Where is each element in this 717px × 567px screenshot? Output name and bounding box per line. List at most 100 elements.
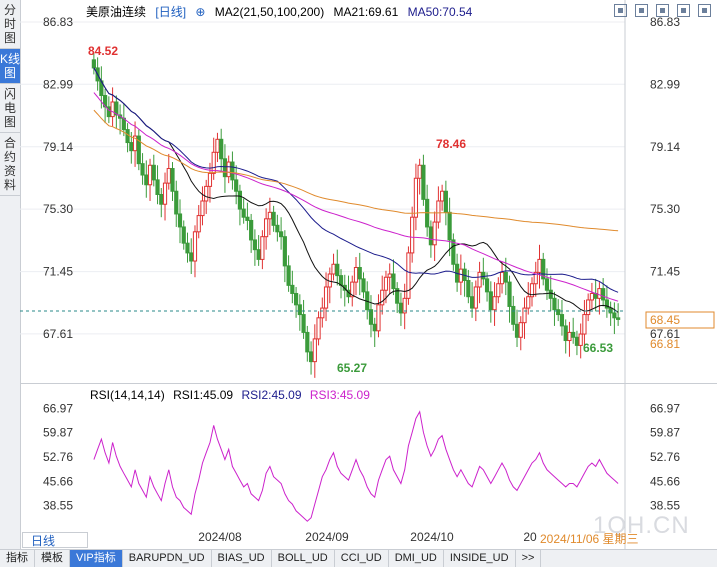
panel-divider (20, 383, 717, 384)
candle-body (473, 286, 478, 309)
candle-body (402, 297, 407, 314)
rsi1-value: RSI1:45.09 (173, 388, 234, 402)
candle-body (357, 267, 362, 280)
chart-area[interactable]: 86.83 86.83 82.99 82.99 79.14 79.14 75.30 75.30… (20, 0, 717, 549)
candle-body (170, 168, 175, 192)
candle-body (552, 297, 557, 311)
watermark: 1QH.CN (593, 512, 690, 539)
candle-body (297, 304, 302, 316)
candle-body (267, 211, 272, 220)
candle-body (316, 317, 321, 340)
right-price-tick: 82.99 (650, 77, 680, 91)
candle-body (132, 135, 138, 152)
indicator-tab-1[interactable]: 模板 (35, 550, 70, 567)
indicator-tab-7[interactable]: DMI_UD (389, 550, 444, 567)
candle-body (410, 216, 415, 254)
layout-icon[interactable] (677, 4, 690, 17)
candle-body (522, 307, 527, 324)
candle-body (383, 276, 389, 291)
candle-body (526, 296, 531, 309)
candle-body (507, 281, 512, 307)
candle-body (252, 239, 257, 251)
indicator-tab-8[interactable]: INSIDE_UD (444, 550, 516, 567)
candle-body (541, 258, 546, 280)
candle-body (166, 168, 171, 184)
low-marker: 65.27 (337, 361, 367, 375)
left-price-tick: 79.14 (43, 140, 73, 154)
candle-body (279, 231, 284, 238)
tab-contract-info[interactable]: 合约资料 (0, 133, 20, 196)
candle-body (395, 288, 400, 304)
indicator-tab-6[interactable]: CCI_UD (335, 550, 389, 567)
indicator-tab-5[interactable]: BOLL_UD (272, 550, 335, 567)
candle-body (331, 263, 336, 275)
candle-body (305, 331, 310, 353)
candle-body (91, 59, 96, 69)
zoom-in-icon[interactable] (614, 4, 627, 17)
tab-intraday[interactable]: 分时图 (0, 0, 20, 49)
right-price-tick: 75.30 (650, 202, 680, 216)
last-price-badge (645, 311, 715, 329)
period-button[interactable]: 日线 (22, 532, 88, 548)
grid-icon[interactable] (656, 4, 669, 17)
candle-body (181, 226, 186, 244)
toolbar (614, 4, 711, 17)
left-price-tick: 82.99 (43, 77, 73, 91)
candle-body (616, 317, 621, 320)
candle-body (488, 291, 493, 311)
candle-body (428, 226, 433, 246)
zoom-out-icon[interactable] (635, 4, 648, 17)
chart-header: 美原油连续 [日线] ⊕ MA2(21,50,100,200) MA21:69.… (86, 3, 478, 20)
candle-body (177, 213, 183, 228)
period-label[interactable]: [日线] (155, 5, 187, 19)
candle-body (290, 284, 295, 294)
high-marker: 84.52 (88, 44, 118, 58)
candle-body (144, 174, 149, 186)
candle-body (514, 323, 520, 338)
candle-body (189, 252, 194, 262)
left-rsi-tick: 45.66 (43, 474, 73, 488)
candle-body (417, 164, 422, 179)
candle-body (192, 231, 198, 262)
indicator-tab-4[interactable]: BIAS_UD (212, 550, 272, 567)
candle-body (582, 314, 587, 335)
rsi-line (93, 410, 619, 522)
right-rsi-tick: 59.87 (650, 426, 680, 440)
indicator-tab-0[interactable]: 指标 (0, 550, 35, 567)
settings-icon[interactable]: ⊕ (195, 5, 206, 19)
tab-flash[interactable]: 闪电图 (0, 84, 20, 133)
candle-body (597, 288, 602, 299)
fullscreen-icon[interactable] (698, 4, 711, 17)
candle-body (578, 333, 583, 346)
candle-body (234, 179, 239, 192)
time-label: 2024/10 (410, 530, 454, 544)
tab-kline[interactable]: K线图 (0, 49, 20, 84)
candle-body (380, 289, 385, 306)
time-label: 20 (523, 530, 537, 544)
candle-body (601, 288, 606, 301)
candle-body (256, 249, 261, 260)
candle-body (537, 258, 542, 273)
candle-body (200, 200, 205, 217)
indicator-tab-9[interactable]: >> (516, 550, 542, 567)
ma200-line (93, 109, 619, 232)
last-price-text: 68.45 (650, 313, 680, 327)
candle-body (563, 325, 568, 342)
candle-body (140, 163, 145, 176)
right-rsi-tick: 66.97 (650, 401, 680, 415)
candle-body (443, 190, 448, 213)
left-price-tick: 67.61 (43, 327, 73, 341)
ma21-value: MA21:69.61 (333, 5, 399, 19)
right-rsi-tick: 38.55 (650, 499, 680, 513)
candle-body (106, 106, 111, 118)
left-price-tick: 71.45 (43, 265, 73, 279)
candle-body (282, 236, 287, 267)
rsi-label: RSI(14,14,14) (90, 388, 165, 402)
right-rsi-tick: 52.76 (650, 450, 680, 464)
indicator-tab-2[interactable]: VIP指标 (70, 550, 123, 567)
candle-body (350, 281, 355, 298)
indicator-tab-3[interactable]: BARUPDN_UD (123, 550, 212, 567)
candle-body (559, 314, 565, 327)
rsi2-value: RSI2:45.09 (241, 388, 302, 402)
candle-body (469, 296, 475, 309)
